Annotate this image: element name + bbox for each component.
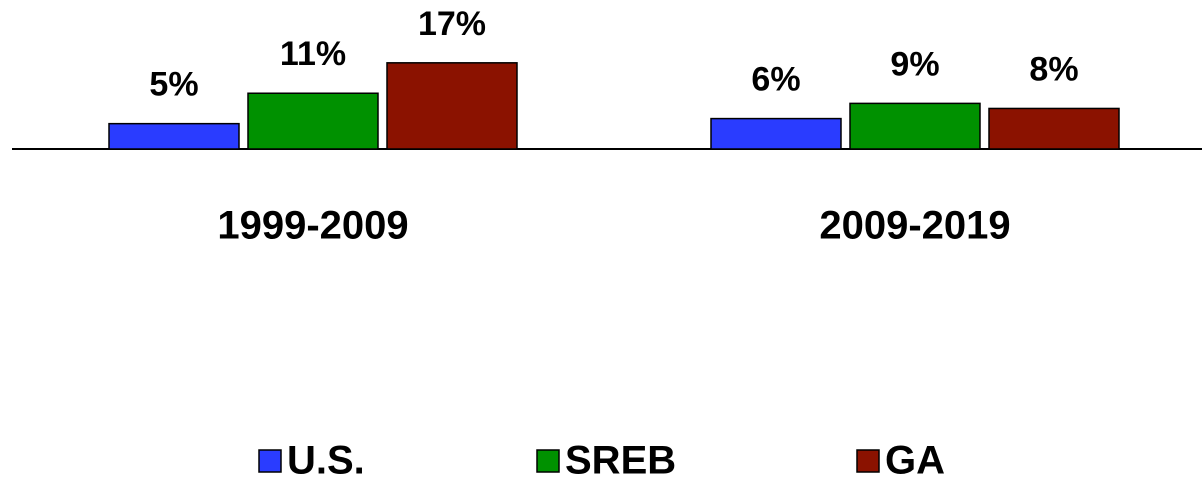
bar	[386, 62, 518, 150]
legend-swatch	[258, 449, 282, 473]
category-label: 1999-2009	[217, 204, 408, 248]
legend-label: SREB	[565, 439, 676, 482]
value-label: 8%	[1029, 50, 1078, 88]
value-label: 17%	[418, 5, 486, 43]
value-label: 6%	[751, 61, 800, 99]
bar	[108, 122, 240, 150]
legend-swatch	[536, 449, 560, 473]
value-label: 9%	[890, 45, 939, 83]
category-label: 2009-2019	[819, 204, 1010, 248]
legend-label: U.S.	[287, 439, 365, 482]
bar	[247, 92, 379, 150]
bar	[849, 102, 981, 150]
value-label: 11%	[280, 35, 346, 73]
legend-label: GA	[885, 439, 945, 482]
legend-swatch	[856, 449, 880, 473]
value-label: 5%	[149, 66, 198, 104]
bar	[988, 107, 1120, 150]
bar	[710, 117, 842, 150]
